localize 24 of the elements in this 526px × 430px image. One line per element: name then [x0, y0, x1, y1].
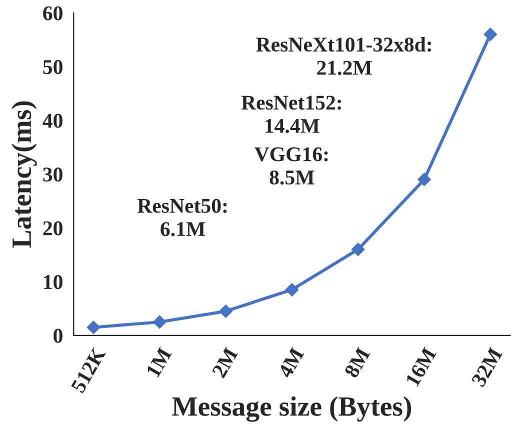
point	[418, 172, 431, 186]
y-tick-label: 10	[44, 275, 62, 290]
annotation: ResNet152: 14.4M	[241, 96, 341, 134]
point	[219, 304, 232, 318]
y-tick-label: 30	[43, 168, 62, 182]
y-tick-label: 60	[43, 6, 62, 20]
point	[153, 315, 166, 329]
point	[285, 283, 299, 296]
x-tick-label: 2M	[212, 346, 238, 378]
x-tick-label: 1M	[146, 346, 172, 378]
point	[484, 28, 497, 41]
point	[86, 320, 100, 334]
annotation: VGG16: 8.5M	[254, 147, 328, 185]
y-tick-label: 20	[43, 221, 62, 236]
x-tick-label: 4M	[278, 346, 304, 379]
y-tick-label: 40	[42, 114, 62, 128]
y-tick-label: 0	[54, 328, 62, 343]
annotation: ResNeXt101-32x8d: 21.2M	[256, 36, 431, 75]
x-axis-title: Message size (Bytes)	[172, 396, 412, 422]
y-tick-label: 50	[43, 60, 62, 74]
annotation: ResNet50: 6.1M	[137, 198, 227, 236]
x-tick-label: 8M	[344, 346, 370, 379]
y-axis-title: Latency(ms)	[12, 101, 37, 248]
point	[351, 242, 365, 256]
